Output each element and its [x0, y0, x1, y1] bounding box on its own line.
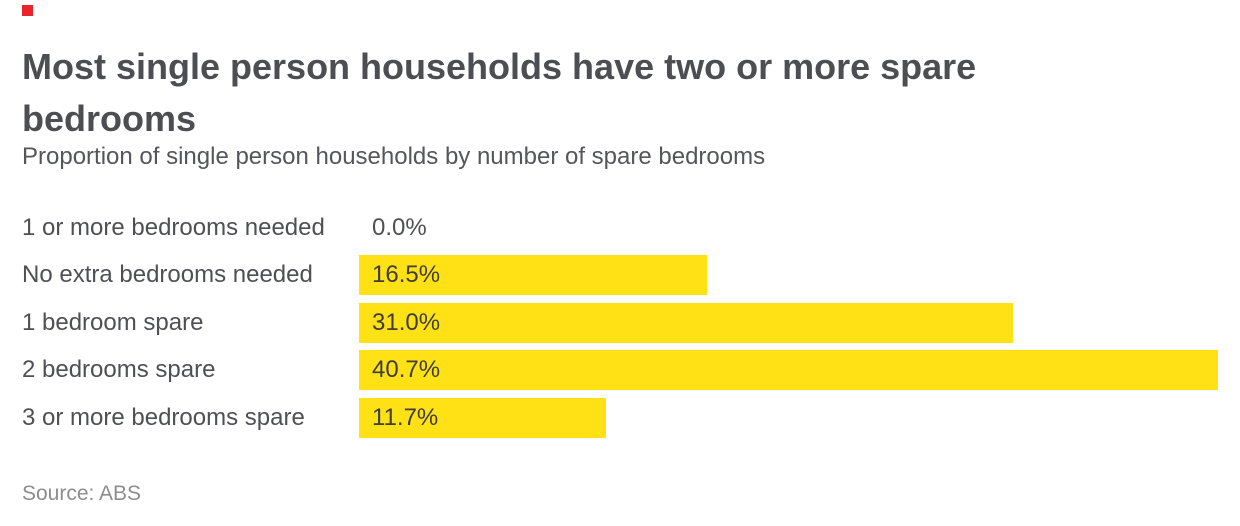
bar: 40.7%	[359, 350, 1218, 391]
red-square-marker	[22, 5, 33, 16]
chart-row: No extra bedrooms needed 16.5%	[22, 252, 1240, 300]
category-label: 1 bedroom spare	[22, 308, 204, 336]
bar: 16.5%	[359, 255, 708, 296]
value-label: 0.0%	[372, 213, 427, 241]
chart-title-line-1: Most single person households have two o…	[22, 46, 977, 88]
bar: 11.7%	[359, 397, 606, 438]
value-label: 11.7%	[372, 403, 439, 431]
chart-subtitle: Proportion of single person households b…	[22, 143, 766, 170]
category-label: 3 or more bedrooms spare	[22, 403, 305, 431]
category-label: No extra bedrooms needed	[22, 261, 313, 289]
zero-bar: 0.0%	[359, 208, 427, 248]
chart-title-line-2: bedrooms	[22, 98, 197, 140]
category-label: 1 or more bedrooms needed	[22, 213, 325, 241]
bar-chart: 1 or more bedrooms needed 0.0% No extra be…	[22, 204, 1240, 442]
chart-row: 1 or more bedrooms needed 0.0%	[22, 204, 1240, 252]
source-note: Source: ABS	[22, 482, 142, 505]
value-label: 31.0%	[372, 308, 441, 336]
value-label: 16.5%	[372, 261, 441, 289]
chart-row: 2 bedrooms spare 40.7%	[22, 347, 1240, 395]
bar: 31.0%	[359, 302, 1014, 343]
value-label: 40.7%	[372, 356, 441, 384]
category-label: 2 bedrooms spare	[22, 356, 216, 384]
chart-row: 3 or more bedrooms spare 11.7%	[22, 394, 1240, 442]
chart-title: Most single person households have two o…	[22, 41, 1132, 145]
chart-row: 1 bedroom spare 31.0%	[22, 299, 1240, 347]
